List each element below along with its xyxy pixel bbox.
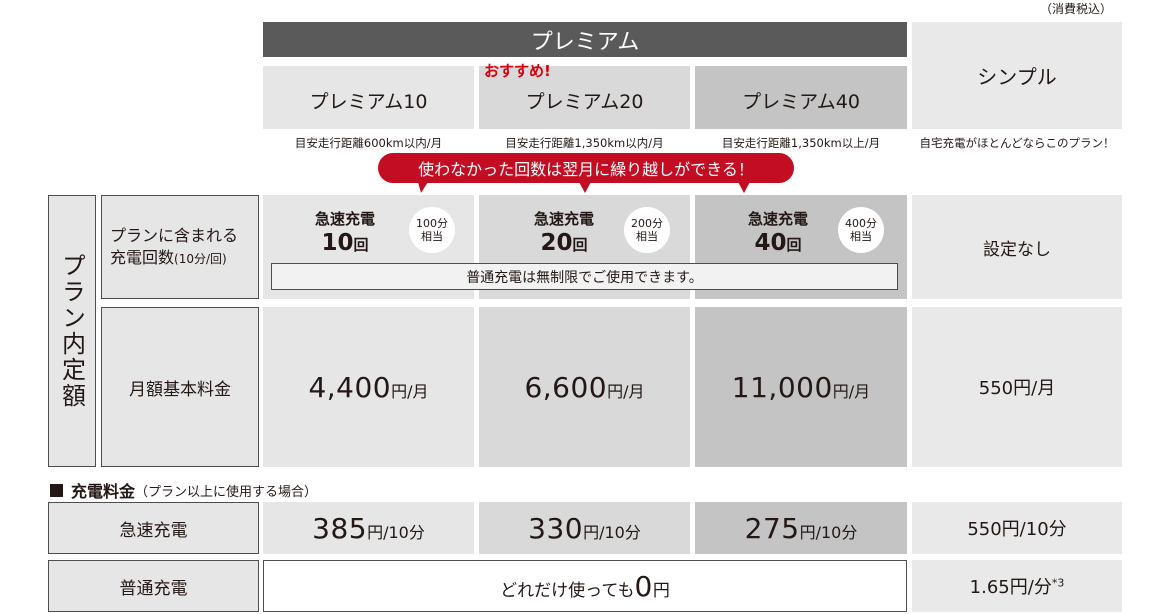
normal-fee-value: 1.65円/分*3 (969, 576, 1065, 598)
included-cell-simple: 設定なし (912, 195, 1122, 299)
monthly-premium10: 4,400円/月 (263, 307, 474, 467)
plan-note: 目安走行距離1,350km以内/月 (505, 136, 664, 150)
plan-name-label: プレミアム20 (525, 91, 644, 113)
monthly-value: 11,000円/月 (731, 370, 871, 404)
normal-fee-premium: どれだけ使っても0円 (263, 560, 907, 612)
fast-title: 急速充電 (747, 210, 808, 228)
fast-count: 40回 (754, 230, 802, 256)
included-value: 設定なし (983, 239, 1051, 260)
normal-fee-value: どれだけ使っても0円 (500, 569, 670, 603)
row-label-normal: 普通充電 (48, 560, 259, 612)
equivalent-bubble: 400分 相当 (838, 207, 884, 253)
row-label-monthly: 月額基本料金 (101, 307, 259, 467)
premium-header: プレミアム (263, 22, 907, 57)
normal-unlimited-text: 普通充電は無制限でご使用できます。 (466, 269, 703, 286)
plan-note: 目安走行距離600km以内/月 (294, 136, 443, 150)
plan-name-premium10: プレミアム10 (263, 66, 474, 129)
side-label-box: プラン内定額 (48, 195, 96, 467)
side-label: プラン内定額 (57, 253, 86, 409)
plan-name-premium40: プレミアム40 (695, 66, 907, 129)
plan-name-label: プレミアム10 (309, 91, 428, 113)
square-icon (50, 483, 63, 497)
plan-name-label: シンプル (977, 65, 1057, 89)
section-subtitle: （プラン以上に使用する場合） (135, 484, 318, 500)
monthly-simple: 550円/月 (912, 307, 1122, 467)
row-label-included: プランに含まれる 充電回数(10分/回) (101, 195, 259, 299)
plan-note: 自宅充電がほとんどならこのプラン！ (919, 136, 1115, 150)
fast-fee-value: 275円/10分 (744, 511, 858, 545)
monthly-value: 4,400円/月 (308, 370, 429, 404)
fast-count: 10回 (321, 230, 369, 256)
fast-fee-value: 550円/10分 (967, 519, 1067, 540)
monthly-value: 6,600円/月 (524, 370, 645, 404)
monthly-premium20: 6,600円/月 (479, 307, 690, 467)
plan-note: 目安走行距離1,350km以上/月 (721, 136, 881, 150)
plan-name-label: プレミアム40 (742, 91, 860, 113)
carryover-text: 使わなかった回数は翌月に繰り越しができる！ (418, 160, 754, 179)
fast-title: 急速充電 (314, 210, 375, 228)
section-title-text: 充電料金 (71, 482, 136, 501)
monthly-value: 550円/月 (978, 378, 1056, 399)
plan-name-premium20: プレミアム20 (479, 66, 690, 129)
fast-title: 急速充電 (533, 210, 594, 228)
normal-fee-simple: 1.65円/分*3 (912, 560, 1122, 612)
fast-count: 20回 (540, 230, 588, 256)
fast-fee-value: 330円/10分 (528, 511, 641, 545)
row-label-line: 充電回数(10分/回) (110, 247, 227, 267)
fast-fee-value: 385円/10分 (312, 511, 425, 545)
row-label-fast: 急速充電 (48, 502, 259, 554)
recommend-label: おすすめ! (484, 62, 551, 80)
plan-name-simple: シンプル (912, 22, 1122, 129)
fast-fee-premium10: 385円/10分 (263, 502, 474, 554)
normal-unlimited-box: 普通充電は無制限でご使用できます。 (271, 263, 898, 290)
monthly-premium40: 11,000円/月 (695, 307, 907, 467)
fast-count-premium20: 急速充電 20回 (519, 205, 609, 259)
fast-fee-simple: 550円/10分 (912, 502, 1122, 554)
equivalent-bubble: 100分 相当 (409, 207, 455, 253)
row-label-line: プランに含まれる (110, 225, 239, 245)
equivalent-bubble: 200分 相当 (624, 207, 670, 253)
fast-fee-premium40: 275円/10分 (695, 502, 907, 554)
carryover-banner (378, 153, 794, 193)
fast-count-premium10: 急速充電 10回 (300, 205, 390, 259)
row-label-text: 月額基本料金 (129, 379, 231, 400)
fast-fee-premium20: 330円/10分 (479, 502, 690, 554)
tax-note: （消費税込） (1040, 2, 1113, 16)
fast-count-premium40: 急速充電 40回 (733, 205, 823, 259)
section-title: 充電料金 （プラン以上に使用する場合） (50, 478, 317, 502)
